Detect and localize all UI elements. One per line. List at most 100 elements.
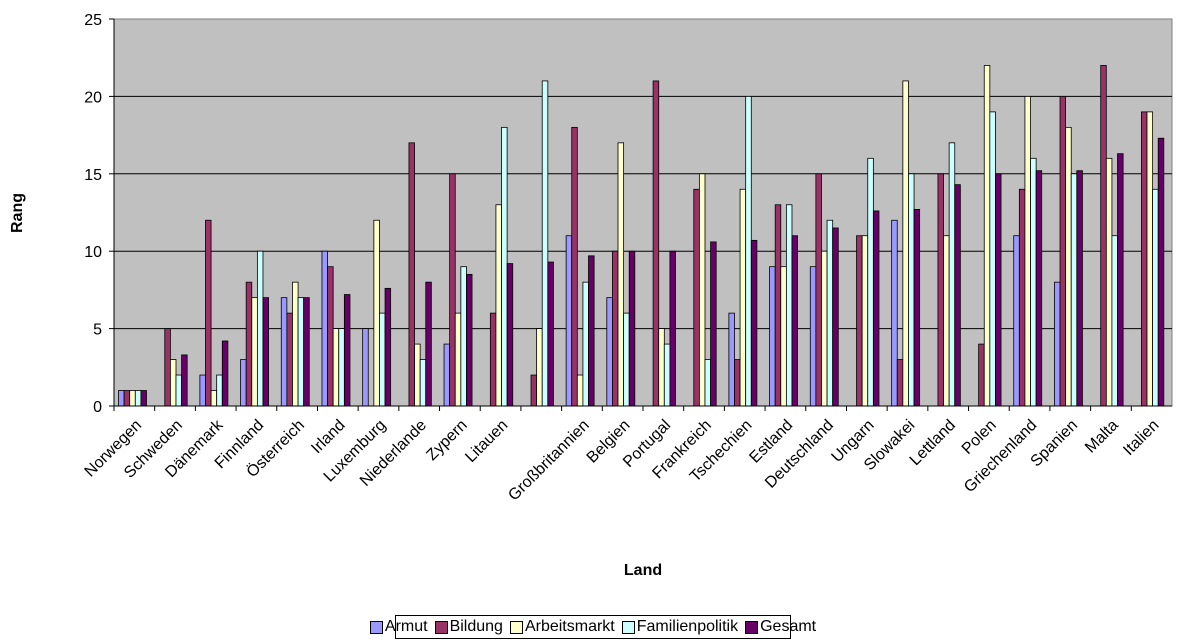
y-tick-label: 10 — [84, 244, 102, 261]
bar — [129, 390, 136, 407]
bar — [728, 312, 735, 407]
bar — [856, 235, 863, 407]
x-tick-label: Großbritannien — [505, 417, 592, 504]
legend-swatch — [621, 620, 635, 634]
bar — [425, 281, 432, 407]
bar — [541, 80, 549, 407]
bar — [181, 354, 188, 407]
bar — [902, 80, 909, 407]
bar — [140, 390, 147, 407]
legend-swatch — [434, 620, 448, 634]
bar — [221, 340, 229, 407]
bar — [995, 173, 1002, 407]
y-tick-label: 0 — [93, 399, 102, 416]
bar — [628, 250, 636, 407]
bar — [739, 188, 747, 407]
y-axis-title: Rang — [9, 193, 26, 233]
bar — [303, 297, 310, 407]
bar — [821, 250, 828, 407]
bar — [216, 374, 223, 407]
legend-swatch — [745, 620, 759, 634]
bar — [506, 263, 514, 407]
bar — [1076, 170, 1083, 407]
y-tick-label: 25 — [84, 12, 102, 29]
bar — [134, 390, 142, 407]
legend-item: Gesamt — [745, 618, 816, 636]
legend-label: Armut — [384, 618, 428, 635]
bar — [547, 261, 554, 407]
x-axis-title: Land — [624, 562, 662, 579]
bar — [612, 250, 619, 407]
bar — [414, 343, 421, 407]
bar — [983, 65, 991, 407]
bar — [419, 359, 427, 407]
bar — [321, 250, 328, 407]
bar — [774, 204, 782, 407]
bar — [286, 312, 293, 407]
bar — [1013, 235, 1020, 407]
bar — [867, 157, 874, 407]
bar — [704, 359, 711, 407]
bar — [652, 80, 660, 407]
bar — [785, 204, 793, 407]
legend-swatch — [369, 620, 383, 634]
bar — [373, 219, 380, 407]
bar — [1018, 188, 1026, 407]
bar — [872, 210, 880, 407]
bar — [536, 328, 543, 407]
bar — [280, 297, 288, 407]
bar — [826, 219, 834, 407]
bar — [175, 374, 182, 407]
bar — [1152, 188, 1159, 407]
bar — [501, 126, 508, 407]
x-tick-label: Zypern — [423, 417, 470, 464]
bar — [663, 343, 671, 407]
bar — [780, 266, 787, 407]
bar — [954, 184, 961, 407]
bar — [617, 142, 625, 407]
bar — [1105, 157, 1113, 407]
bar — [1157, 137, 1165, 407]
bar — [454, 312, 462, 407]
legend-item: Armut — [369, 618, 428, 636]
bar — [262, 297, 269, 407]
bar — [1054, 281, 1061, 407]
bar — [989, 111, 996, 407]
bar — [362, 328, 369, 407]
bar — [292, 281, 299, 407]
bar — [815, 173, 822, 407]
bar — [1141, 111, 1148, 407]
bar — [861, 235, 869, 407]
y-tick-label: 5 — [93, 322, 102, 339]
bar — [332, 328, 340, 407]
bar — [1059, 96, 1067, 407]
bar — [734, 359, 741, 407]
bar — [338, 328, 345, 407]
bar — [489, 312, 497, 407]
legend: Armut Bildung Arbeitsmarkt Familienpolitik G… — [369, 615, 816, 639]
bar — [913, 208, 921, 407]
bar — [710, 241, 717, 407]
plot-area — [113, 18, 1173, 407]
bar — [809, 266, 817, 407]
bar — [1111, 235, 1118, 407]
bar — [693, 188, 700, 407]
bar — [750, 239, 758, 407]
bar — [937, 173, 944, 407]
bar — [118, 390, 125, 407]
bar — [123, 390, 131, 407]
bar — [576, 374, 584, 407]
legend-label: Familienpolitik — [636, 618, 739, 635]
bar — [832, 227, 839, 407]
bar — [658, 328, 665, 407]
bar — [1146, 111, 1154, 407]
bar — [908, 173, 915, 407]
legend-item: Arbeitsmarkt — [509, 618, 615, 636]
bar — [384, 287, 392, 407]
bar — [588, 255, 595, 407]
bar — [199, 374, 206, 407]
x-tick-label: Italien — [1120, 417, 1162, 459]
bar — [606, 297, 613, 407]
bar — [571, 126, 578, 407]
